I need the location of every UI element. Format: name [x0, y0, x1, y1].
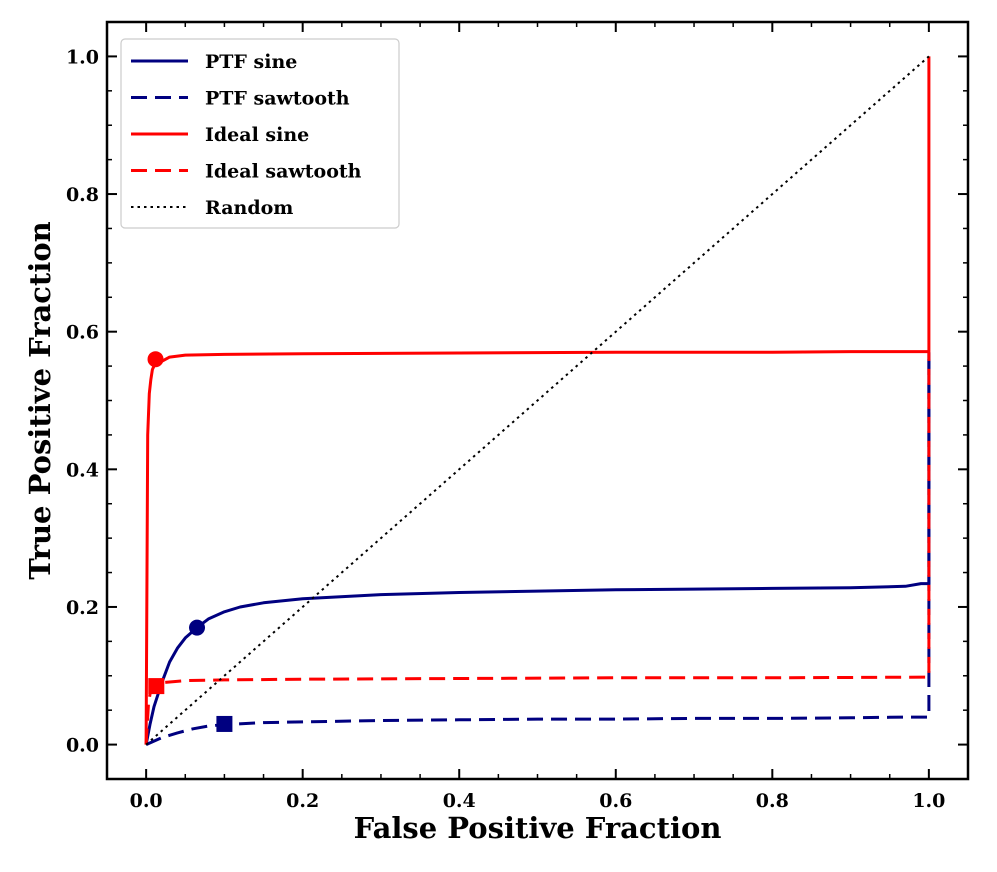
marker-ideal-sawtooth	[148, 678, 165, 695]
plot-frame	[105, 20, 970, 781]
legend-label: PTF sine	[205, 51, 297, 73]
axis-tick-labels: 0.0 0.2 0.4 0.6 0.8 1.0 0.0 0.2 0.4 0.6 0.8 1.0	[66, 46, 945, 812]
x-tick-label: 0.4	[443, 790, 476, 812]
y-tick-label: 0.2	[66, 597, 99, 619]
marker-ideal-sine	[147, 351, 164, 368]
x-tick-label: 0.2	[286, 790, 319, 812]
x-tick-label: 1.0	[912, 790, 945, 812]
series-ideal-sine	[144, 56, 931, 745]
y-tick-label: 0.6	[66, 322, 99, 344]
marker-ptf-sine	[189, 619, 206, 636]
legend-label: Ideal sawtooth	[205, 161, 362, 183]
series-ptf-sine	[144, 352, 931, 745]
y-tick-label: 0.4	[66, 459, 99, 481]
marker-layer	[147, 351, 233, 732]
x-tick-label: 0.8	[756, 790, 789, 812]
y-axis-label: True Positive Fraction	[23, 221, 57, 580]
x-axis-label: False Positive Fraction	[354, 811, 722, 845]
legend-box	[120, 38, 400, 229]
legend: PTF sine PTF sawtooth Ideal sine Ideal sawt…	[120, 38, 400, 229]
legend-label: PTF sawtooth	[205, 88, 350, 110]
y-tick-label: 0.8	[66, 184, 99, 206]
x-tick-label: 0.0	[130, 790, 163, 812]
x-tick-label: 0.6	[599, 790, 632, 812]
series-ptf-sawtooth	[145, 352, 931, 746]
legend-label: Ideal sine	[205, 124, 309, 146]
marker-ptf-sawtooth	[216, 715, 233, 732]
y-tick-label: 0.0	[66, 735, 99, 757]
legend-label: Random	[205, 197, 293, 219]
series-random	[145, 55, 930, 746]
y-tick-label: 1.0	[66, 46, 99, 68]
